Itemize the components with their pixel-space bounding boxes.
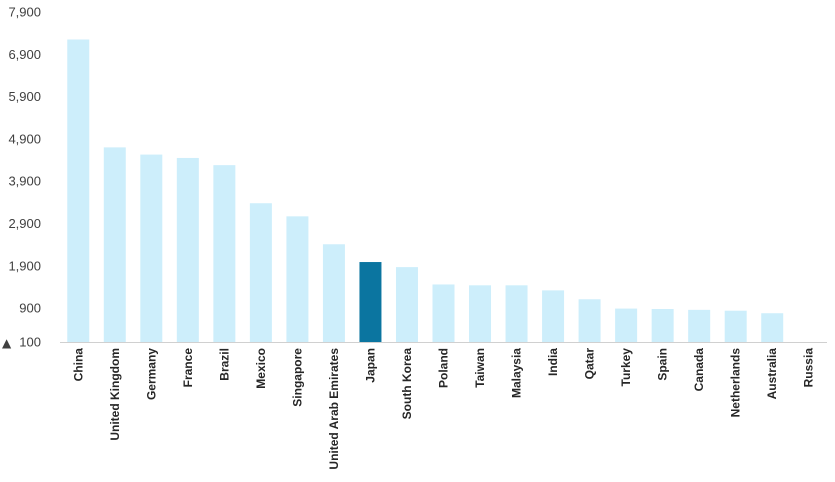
bar-india	[542, 290, 565, 342]
y-tick-label: 6,900	[8, 47, 41, 62]
x-tick-label: Germany	[144, 348, 158, 400]
y-tick-label: 5,900	[8, 89, 41, 104]
y-tick-label: 1,900	[8, 258, 41, 273]
x-tick-label: Taiwan	[473, 348, 487, 388]
x-tick-label: Qatar	[583, 348, 597, 380]
bar-netherlands	[724, 310, 747, 342]
y-tick-label: 4,900	[8, 131, 41, 146]
x-tick-label: France	[181, 348, 195, 388]
y-tick-label: 3,900	[8, 174, 41, 189]
bar-united-kingdom	[103, 147, 126, 342]
x-tick-label: Spain	[656, 348, 670, 381]
x-tick-label: United Kingdom	[108, 348, 122, 441]
x-tick-label: Brazil	[217, 348, 231, 381]
y-axis: 100 900 1,900 2,900 3,900 4,900 5,900 6,900 7,90…	[8, 5, 41, 350]
bar-malaysia	[505, 285, 528, 342]
baseline-marker: ▲	[2, 336, 12, 350]
bar-turkey	[615, 308, 638, 342]
x-tick-label: Japan	[363, 348, 377, 383]
bar-spain	[651, 309, 674, 342]
y-tick-label: 2,900	[8, 216, 41, 231]
y-tick-label: 7,900	[8, 5, 41, 20]
x-tick-label: Malaysia	[510, 348, 524, 398]
x-tick-label: South Korea	[400, 348, 414, 420]
x-tick-label: Singapore	[290, 348, 304, 407]
bar-australia	[761, 313, 784, 342]
x-tick-label: India	[546, 348, 560, 376]
bar-france	[176, 157, 199, 342]
bar-canada	[688, 309, 711, 342]
bars	[67, 39, 784, 342]
bar-mexico	[249, 203, 272, 342]
x-tick-label: Mexico	[254, 348, 268, 389]
x-tick-label: Netherlands	[729, 348, 743, 418]
x-tick-label: Poland	[437, 348, 451, 388]
bar-qatar	[578, 299, 601, 342]
bar-singapore	[286, 216, 309, 342]
x-axis: China United Kingdom Germany France Brazil Me…	[71, 348, 815, 470]
bar-china	[67, 39, 90, 342]
x-tick-label: Turkey	[619, 348, 633, 387]
bar-taiwan	[469, 285, 492, 342]
y-tick-label: 900	[19, 301, 41, 316]
x-tick-label: Australia	[765, 348, 779, 400]
bar-brazil	[213, 165, 236, 342]
x-tick-label: United Arab Emirates	[327, 348, 341, 470]
x-tick-label: Russia	[802, 348, 816, 388]
bar-germany	[140, 154, 163, 342]
y-tick-label: 100	[19, 335, 41, 350]
bar-united-arab-emirates	[322, 244, 345, 342]
bar-japan	[359, 262, 382, 342]
x-tick-label: Canada	[692, 348, 706, 392]
x-tick-label: China	[71, 348, 85, 382]
bar-poland	[432, 284, 455, 342]
bar-south-korea	[395, 267, 418, 342]
